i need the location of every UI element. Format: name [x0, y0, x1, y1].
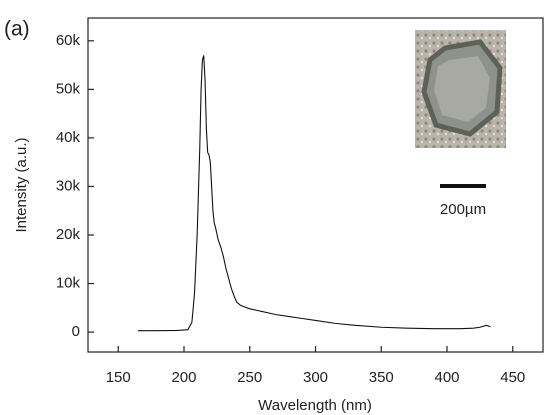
x-axis-label: Wavelength (nm): [258, 397, 372, 414]
y-tick-label: 20k: [56, 226, 81, 243]
y-tick-label: 10k: [56, 275, 81, 292]
x-tick-label: 350: [369, 369, 394, 386]
x-tick-label: 150: [106, 369, 131, 386]
x-tick-label: 450: [500, 369, 525, 386]
x-tick-label: 200: [171, 369, 196, 386]
y-tick-label: 0: [72, 323, 80, 340]
panel-label: (a): [4, 18, 30, 41]
y-tick-label: 50k: [56, 80, 81, 97]
x-tick-label: 250: [237, 369, 262, 386]
y-axis-label: Intensity (a.u.): [13, 137, 30, 232]
inset-photo: [415, 30, 506, 148]
x-tick-label: 300: [303, 369, 328, 386]
y-tick-label: 60k: [56, 32, 81, 49]
x-tick-label: 400: [434, 369, 459, 386]
y-tick-label: 30k: [56, 177, 81, 194]
spectrum-line: [137, 55, 491, 332]
y-tick-label: 40k: [56, 129, 81, 146]
scale-bar: [440, 184, 486, 188]
inset-scale-label: 200µm: [440, 201, 486, 218]
